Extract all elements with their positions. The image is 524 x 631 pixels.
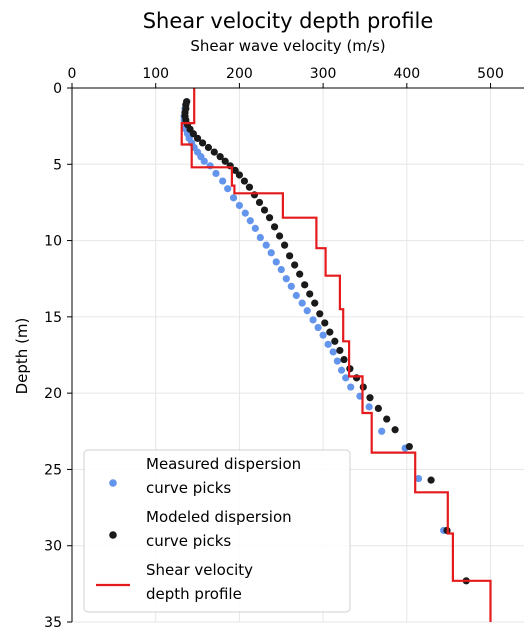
- measured-point: [241, 209, 249, 217]
- measured-point: [329, 348, 337, 356]
- modeled-point: [204, 143, 213, 152]
- profile-line: [180, 88, 492, 622]
- modeled-point: [189, 130, 197, 138]
- x-tick-label: 200: [226, 66, 253, 82]
- measured-point: [414, 474, 423, 483]
- modeled-point: [340, 355, 348, 364]
- modeled-point: [405, 442, 413, 451]
- y-tick-label: 0: [53, 81, 62, 97]
- y-tick-label: 5: [53, 157, 62, 173]
- modeled-point: [336, 346, 344, 355]
- modeled-point: [240, 177, 249, 185]
- x-tick-label: 0: [68, 66, 77, 82]
- measured-point: [303, 307, 311, 315]
- measured-point: [229, 194, 238, 202]
- modeled-point: [366, 394, 374, 402]
- modeled-point: [331, 337, 339, 345]
- modeled-point: [255, 198, 264, 207]
- x-tick-label: 100: [142, 66, 169, 82]
- modeled-point: [383, 415, 391, 423]
- y-tick-label: 25: [44, 462, 62, 478]
- measured-point: [282, 275, 290, 283]
- measured-point: [212, 169, 220, 178]
- y-axis-label: Depth (m): [13, 318, 31, 395]
- measured-point: [292, 291, 300, 300]
- modeled-point: [221, 157, 229, 165]
- measured-point: [235, 201, 244, 210]
- measured-point: [272, 258, 280, 266]
- legend-modeled-swatch: [109, 531, 117, 539]
- modeled-point: [301, 281, 309, 289]
- measured-point: [287, 282, 295, 290]
- measured-point: [378, 427, 386, 435]
- measured-point: [319, 331, 327, 339]
- measured-point: [267, 249, 275, 257]
- y-tick-label: 35: [44, 615, 62, 631]
- measured-point: [309, 316, 317, 324]
- measured-point: [333, 357, 341, 365]
- y-tick-label: 15: [44, 310, 62, 326]
- modeled-point: [260, 206, 269, 214]
- legend-box: [83, 449, 351, 613]
- plot-area: [180, 88, 492, 622]
- y-axis-ticks: 0 5 10 15 20 25 30 35: [44, 81, 72, 631]
- modeled-point: [306, 290, 314, 298]
- legend-modeled-label: Modeled dispersion curve picks: [146, 508, 292, 550]
- modeled-point: [193, 134, 202, 142]
- measured-point: [246, 217, 254, 225]
- modeled-point: [316, 310, 324, 318]
- measured-point: [224, 185, 232, 193]
- measured-point: [298, 299, 306, 307]
- modeled-point: [210, 148, 218, 156]
- x-tick-label: 400: [393, 66, 420, 82]
- measured-point: [337, 366, 346, 374]
- legend-profile-label: Shear velocity depth profile: [146, 561, 253, 603]
- measured-point: [219, 177, 227, 185]
- modeled-point: [270, 223, 279, 231]
- measured-point: [324, 340, 332, 348]
- modeled-point: [427, 476, 435, 484]
- modeled-point: [326, 328, 334, 336]
- modeled-point: [321, 319, 329, 327]
- modeled-point: [245, 183, 254, 191]
- measured-point: [314, 323, 322, 332]
- modeled-point: [296, 270, 304, 278]
- modeled-point: [391, 426, 399, 434]
- legend: Measured dispersion curve picks Modeled di…: [83, 449, 351, 613]
- modeled-point: [281, 241, 289, 249]
- modeled-point: [235, 171, 244, 179]
- measured-point: [365, 403, 373, 411]
- y-tick-label: 10: [44, 234, 62, 250]
- modeled-point: [291, 261, 299, 269]
- measured-point: [347, 383, 355, 391]
- legend-measured-swatch: [109, 479, 117, 487]
- measured-point: [200, 157, 208, 165]
- legend-measured-label: Measured dispersion curve picks: [146, 455, 301, 497]
- measured-point: [262, 241, 270, 249]
- measured-point: [277, 265, 285, 274]
- measured-point: [251, 224, 259, 232]
- x-tick-label: 300: [310, 66, 337, 82]
- x-axis-label: Shear wave velocity (m/s): [190, 37, 385, 55]
- modeled-point: [311, 299, 319, 307]
- x-axis-ticks: 0 100 200 300 400 500: [68, 66, 504, 88]
- modeled-point: [231, 166, 239, 174]
- modeled-point: [216, 153, 224, 161]
- modeled-point: [198, 139, 207, 147]
- modeled-point: [275, 232, 284, 240]
- modeled-point: [374, 404, 382, 412]
- x-tick-label: 500: [477, 66, 504, 82]
- measured-point: [342, 374, 350, 382]
- y-tick-label: 20: [44, 386, 62, 402]
- y-tick-label: 30: [44, 539, 62, 555]
- chart-title: Shear velocity depth profile: [143, 9, 434, 33]
- modeled-point: [265, 214, 274, 222]
- measured-point: [256, 233, 264, 242]
- modeled-point: [286, 252, 294, 260]
